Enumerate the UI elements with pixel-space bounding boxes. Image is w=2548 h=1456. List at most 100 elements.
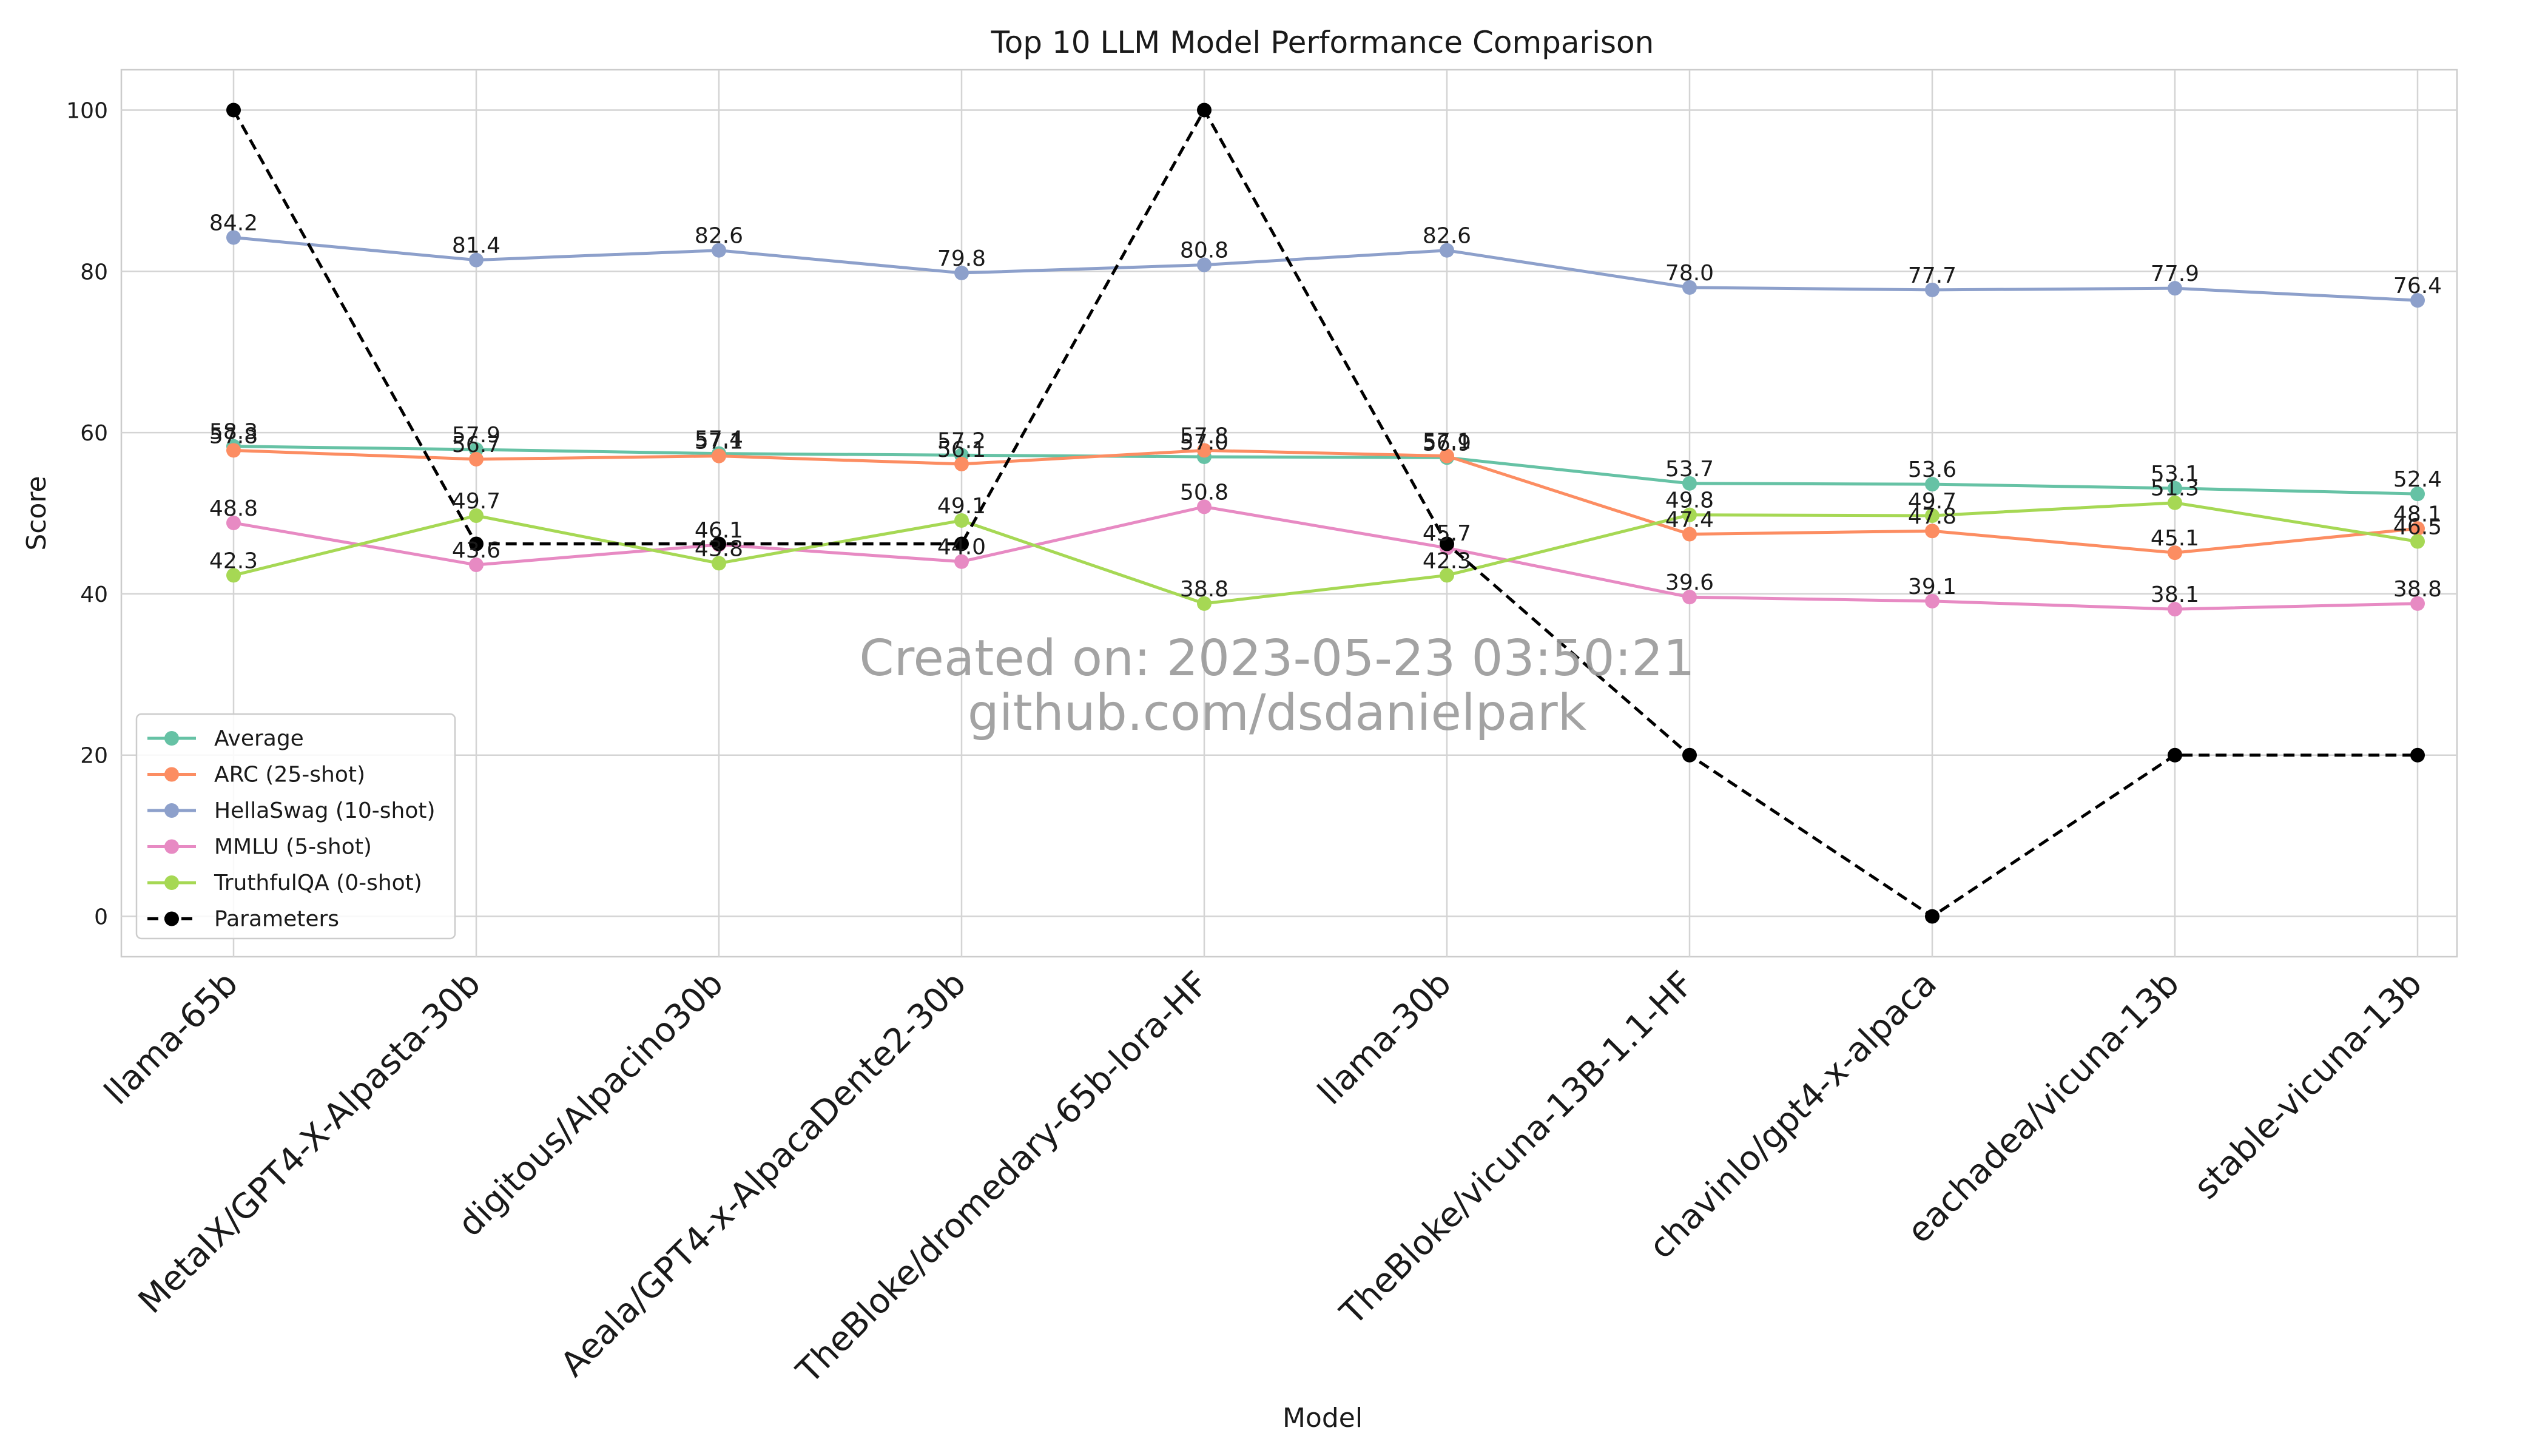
point-average (2410, 487, 2425, 502)
point-parameters (469, 536, 484, 551)
point-truthfulqa-0-shot (1197, 596, 1212, 611)
y-axis-label: Score (21, 476, 52, 550)
data-label-arc-25-shot: 57.8 (1180, 423, 1228, 448)
data-label-hellaswag-10-shot: 84.2 (209, 211, 258, 235)
point-truthfulqa-0-shot (2410, 534, 2425, 549)
data-label-mmlu-5-shot: 50.8 (1180, 480, 1228, 505)
legend-label-arc-25-shot: ARC (25-shot) (214, 763, 365, 787)
data-label-truthfulqa-0-shot: 51.3 (2151, 476, 2199, 501)
data-label-average: 53.7 (1665, 457, 1714, 482)
data-label-arc-25-shot: 57.1 (695, 430, 743, 454)
point-arc-25-shot (2168, 545, 2182, 561)
data-label-truthfulqa-0-shot: 46.5 (2393, 515, 2442, 540)
data-label-truthfulqa-0-shot: 43.8 (695, 536, 743, 561)
data-label-hellaswag-10-shot: 82.6 (1423, 224, 1471, 249)
watermark-line-2: github.com/dsdanielpark (968, 684, 1587, 742)
y-tick-label: 20 (80, 744, 108, 769)
point-arc-25-shot (712, 448, 726, 463)
point-mmlu-5-shot (2410, 596, 2425, 611)
point-parameters (2168, 747, 2182, 763)
data-label-average: 58.3 (209, 420, 258, 445)
data-label-average: 57.2 (937, 428, 986, 453)
data-label-truthfulqa-0-shot: 42.3 (1423, 548, 1471, 573)
point-mmlu-5-shot (469, 558, 484, 573)
data-label-average: 53.6 (1908, 457, 1956, 482)
point-mmlu-5-shot (954, 554, 969, 569)
legend-marker-arc-25-shot (164, 767, 179, 782)
data-label-mmlu-5-shot: 43.6 (452, 538, 500, 563)
legend-marker-hellaswag-10-shot (164, 803, 179, 818)
data-label-hellaswag-10-shot: 77.7 (1908, 263, 1956, 288)
point-parameters (1440, 536, 1454, 551)
legend-marker-average (164, 731, 179, 746)
series-line-truthfulqa-0-shot (233, 501, 2418, 605)
x-tick-label: eachadea/vicuna-13b (1900, 964, 2187, 1251)
point-hellaswag-10-shot (2410, 293, 2425, 308)
point-hellaswag-10-shot (712, 243, 726, 258)
point-parameters (226, 103, 241, 118)
point-truthfulqa-0-shot (712, 556, 726, 571)
data-label-hellaswag-10-shot: 77.9 (2151, 261, 2199, 286)
point-parameters (1925, 909, 1940, 924)
point-parameters (1682, 747, 1697, 763)
series-layer (226, 103, 2425, 924)
data-label-hellaswag-10-shot: 80.8 (1180, 238, 1228, 263)
series-line-hellaswag-10-shot (233, 235, 2418, 302)
chart-title: Top 10 LLM Model Performance Comparison (991, 25, 1654, 60)
watermark-line-1: Created on: 2023-05-23 03:50:21 (859, 630, 1694, 687)
x-tick-label: digitous/Alpacino30b (451, 964, 731, 1244)
point-mmlu-5-shot (226, 515, 241, 530)
data-label-hellaswag-10-shot: 76.4 (2393, 274, 2442, 298)
x-tick-label: chavinlo/gpt4-x-alpaca (1642, 964, 1944, 1267)
point-arc-25-shot (226, 443, 241, 458)
legend-box (135, 713, 456, 940)
point-truthfulqa-0-shot (226, 568, 241, 583)
data-label-truthfulqa-0-shot: 42.3 (209, 548, 258, 573)
point-parameters (2410, 747, 2425, 763)
point-hellaswag-10-shot (226, 230, 241, 245)
point-truthfulqa-0-shot (2168, 495, 2182, 510)
point-hellaswag-10-shot (954, 265, 969, 280)
data-label-hellaswag-10-shot: 79.8 (937, 246, 986, 271)
data-label-mmlu-5-shot: 38.1 (2151, 582, 2199, 607)
legend-marker-mmlu-5-shot (164, 839, 179, 854)
data-label-arc-25-shot: 47.8 (1908, 504, 1956, 529)
data-label-mmlu-5-shot: 45.7 (1423, 521, 1471, 546)
data-label-mmlu-5-shot: 46.1 (695, 518, 743, 543)
series-line-parameters (232, 107, 2418, 918)
point-hellaswag-10-shot (1440, 243, 1454, 258)
point-hellaswag-10-shot (1197, 257, 1212, 272)
point-mmlu-5-shot (1682, 590, 1697, 605)
point-hellaswag-10-shot (469, 252, 484, 268)
point-arc-25-shot (954, 456, 969, 471)
plot-area (120, 69, 2458, 958)
data-label-layer: 58.3 57.9 57.4 57.2 57.0 56.9 53.7 53.6 53.1 52.4… (209, 211, 2442, 607)
data-label-average: 57.9 (452, 423, 500, 448)
data-label-truthfulqa-0-shot: 49.7 (452, 489, 500, 514)
point-hellaswag-10-shot (2168, 281, 2182, 296)
data-label-mmlu-5-shot: 44.0 (937, 535, 986, 560)
series-line-arc-25-shot (233, 448, 2418, 554)
legend-label-average: Average (214, 726, 304, 751)
data-label-arc-25-shot: 47.4 (1665, 508, 1714, 533)
point-mmlu-5-shot (2168, 602, 2182, 617)
x-ticks: llama-65bMetaIX/GPT4-X-Alpasta-30bdigito… (97, 964, 2430, 1392)
y-tick-label: 80 (80, 260, 108, 285)
data-label-arc-25-shot: 57.8 (209, 423, 258, 448)
data-label-arc-25-shot: 57.1 (1423, 430, 1471, 454)
y-ticks: 0 20 40 60 80 100 (66, 98, 108, 929)
data-label-truthfulqa-0-shot: 49.8 (1665, 488, 1714, 513)
y-tick-label: 100 (66, 98, 108, 123)
legend-label-hellaswag-10-shot: HellaSwag (10-shot) (214, 798, 436, 823)
point-arc-25-shot (1925, 524, 1940, 539)
data-label-mmlu-5-shot: 39.6 (1665, 570, 1714, 595)
point-mmlu-5-shot (1925, 593, 1940, 608)
data-label-average: 57.4 (695, 427, 743, 452)
point-hellaswag-10-shot (1925, 282, 1940, 297)
legend-marker-parameters (164, 911, 179, 926)
data-label-average: 52.4 (2393, 467, 2442, 492)
data-label-arc-25-shot: 56.1 (937, 437, 986, 462)
point-average (1682, 476, 1697, 491)
data-label-hellaswag-10-shot: 82.6 (695, 224, 743, 249)
y-tick-label: 0 (94, 905, 108, 930)
